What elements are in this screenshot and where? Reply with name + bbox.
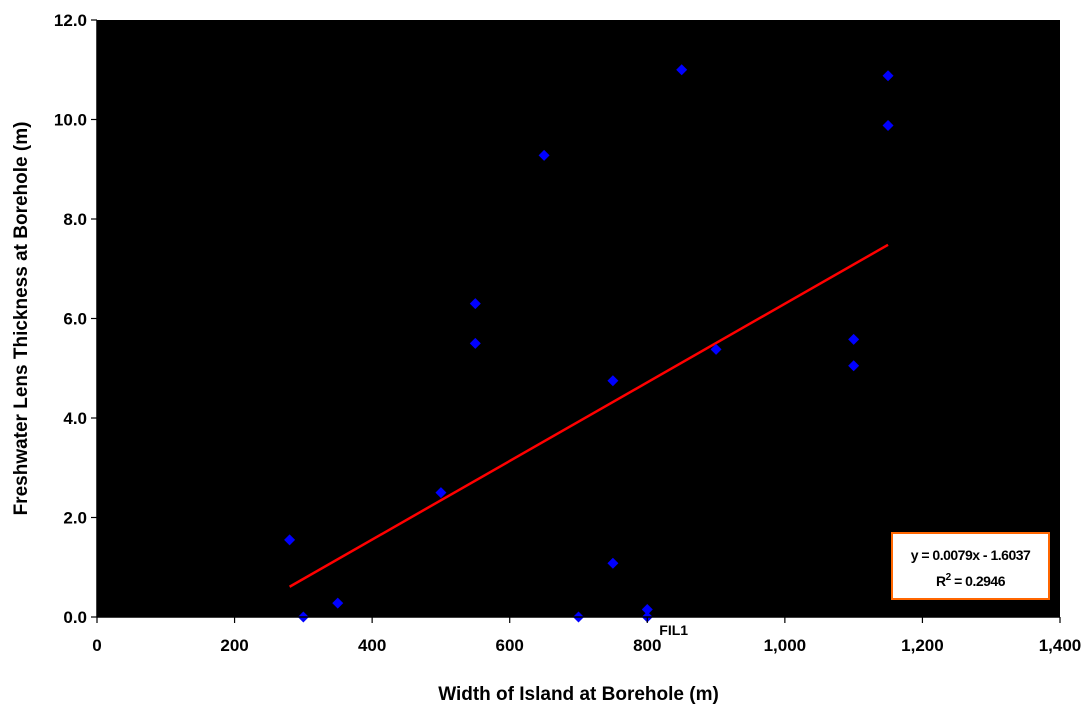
y-tick-label: 4.0 <box>63 409 87 428</box>
points-layer <box>284 64 894 623</box>
data-point <box>538 149 550 161</box>
y-tick-label: 8.0 <box>63 210 87 229</box>
data-point <box>676 64 688 76</box>
data-point <box>848 333 860 345</box>
data-point <box>710 343 722 355</box>
x-tick-label: 0 <box>92 636 101 655</box>
y-tick-label: 12.0 <box>54 11 87 30</box>
x-tick-label: 1,200 <box>901 636 944 655</box>
x-tick-label: 600 <box>496 636 524 655</box>
x-tick-label: 400 <box>358 636 386 655</box>
data-point <box>607 557 619 569</box>
plot-area <box>97 20 1060 617</box>
x-axis-title: Width of Island at Borehole (m) <box>438 684 719 705</box>
equation-box-border <box>891 532 1050 600</box>
y-axis-title: Freshwater Lens Thickness at Borehole (m… <box>11 122 32 516</box>
data-point <box>848 360 860 372</box>
trendline-r-squared: R2 = 0.2946 <box>936 572 1006 589</box>
data-point <box>882 70 894 82</box>
data-point <box>469 337 481 349</box>
trendline-equation-box: y = 0.0079x - 1.6037 R2 = 0.2946 <box>891 532 1050 600</box>
point-annotation: FIL1 <box>659 622 688 638</box>
data-point <box>284 534 296 546</box>
y-tick-label: 10.0 <box>54 111 87 130</box>
data-point <box>607 375 619 387</box>
trendline-equation: y = 0.0079x - 1.6037 <box>911 547 1031 563</box>
x-tick-label: 800 <box>633 636 661 655</box>
ticks-layer: 0 200 400 600 800 1,000 1,200 1,400 0.0 2.0 4.0 6.0… <box>54 11 1081 655</box>
x-tick-label: 1,000 <box>764 636 807 655</box>
trendline-layer <box>288 243 889 588</box>
y-tick-label: 0.0 <box>63 608 87 627</box>
r2-prefix: R <box>936 573 946 589</box>
y-tick-label: 6.0 <box>63 310 87 329</box>
data-point <box>435 487 447 499</box>
x-tick-label: 1,400 <box>1039 636 1082 655</box>
data-point <box>469 298 481 310</box>
data-point <box>332 597 344 609</box>
x-tick-label: 200 <box>220 636 248 655</box>
y-tick-label: 2.0 <box>63 509 87 528</box>
data-point <box>641 604 653 616</box>
annotation-layer: FIL1 <box>659 622 688 638</box>
data-point <box>882 119 894 131</box>
r2-value: = 0.2946 <box>951 573 1006 589</box>
trendline <box>288 243 889 588</box>
r2-superscript: 2 <box>946 572 952 583</box>
